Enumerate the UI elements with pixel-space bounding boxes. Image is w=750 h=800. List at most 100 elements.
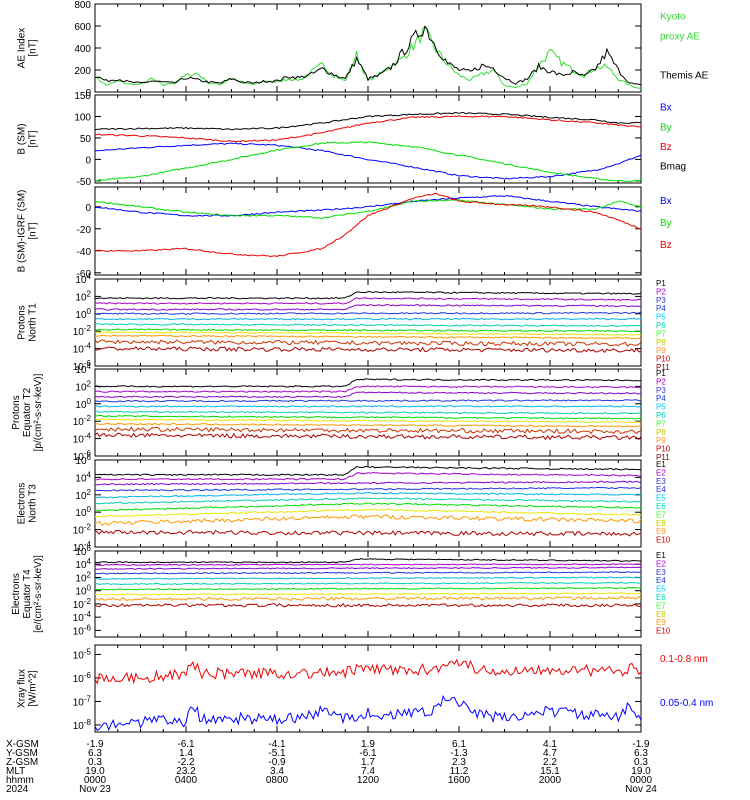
- ephemeris-value: 1200: [357, 775, 380, 786]
- series-line-e3: [95, 566, 641, 570]
- legend-label: E4: [656, 576, 666, 585]
- y-tick-label: 50: [80, 134, 92, 145]
- panel-frame: [94, 644, 642, 733]
- y-axis-title: North T1: [28, 303, 39, 342]
- series-line-bx: [95, 142, 641, 180]
- legend-label: P3: [656, 386, 666, 395]
- ephemeris-value: -0.9: [268, 757, 286, 768]
- y-tick-label: 102: [75, 488, 91, 502]
- ephemeris-row-label: hhmm: [6, 775, 34, 786]
- y-tick-label: 0: [85, 155, 91, 166]
- series-line-e4: [95, 571, 641, 575]
- legend-label: P9: [656, 436, 666, 445]
- legend-label: P10: [656, 355, 671, 364]
- legend-label: P8: [656, 338, 666, 347]
- y-tick-label: -60: [77, 269, 92, 280]
- ephemeris-value: -1.9: [632, 739, 650, 750]
- ephemeris-value: -6.1: [177, 739, 195, 750]
- y-tick-label: 104: [75, 557, 91, 571]
- series-line-p7: [95, 414, 641, 420]
- legend-label: P4: [656, 304, 666, 313]
- series-line-e5: [95, 491, 641, 499]
- y-axis-title: [e/(cm²-s-sr-keV)]: [33, 555, 44, 633]
- y-tick-label: 10-2: [73, 597, 92, 611]
- legend-label: Bz: [660, 142, 672, 153]
- ephemeris-value: 4.7: [543, 748, 557, 759]
- series-line-p5: [95, 317, 641, 321]
- y-tick-label: 0: [85, 88, 91, 99]
- ephemeris-value: 0.3: [634, 757, 648, 768]
- y-tick-label: 150: [74, 91, 91, 102]
- y-axis-title: [nT]: [28, 222, 39, 239]
- y-axis-title: Electrons: [17, 483, 28, 525]
- ephemeris-value: 0000: [630, 775, 653, 786]
- series-line-0-05-0-4-nm: [95, 694, 641, 732]
- legend-label: Bz: [660, 240, 672, 251]
- ephemeris-value: 2.2: [543, 757, 557, 768]
- y-tick-label: 10-4: [73, 342, 92, 356]
- ephemeris-value: 2.3: [452, 757, 466, 768]
- y-tick-label: 10-8: [73, 718, 92, 732]
- series-line-p5: [95, 405, 641, 408]
- series-line-e10: [95, 602, 641, 608]
- ephemeris-row-label: Z-GSM: [6, 757, 38, 768]
- panel-8: 10-8 10-7 10-6 10-5 Xray flux [W/m^2] 0.1-0.8 …: [17, 644, 713, 733]
- legend-label: E3: [656, 568, 666, 577]
- series-line-e4: [95, 486, 641, 492]
- y-tick-label: 10-7: [73, 694, 92, 708]
- y-tick-label: 10-6: [73, 623, 92, 637]
- series-line-e5: [95, 576, 641, 580]
- y-tick-label: 100: [75, 505, 91, 519]
- legend-label: P1: [656, 279, 666, 288]
- legend-label: E3: [656, 477, 666, 486]
- series-line-p4: [95, 399, 641, 403]
- series-line-p6: [95, 323, 641, 328]
- panel-frame: [94, 94, 642, 184]
- y-tick-label: 100: [75, 584, 91, 598]
- legend-label: E10: [656, 536, 671, 545]
- y-axis-title: Protons: [11, 395, 22, 429]
- y-tick-label: 10-2: [73, 324, 92, 338]
- legend-label: P1: [656, 369, 666, 378]
- y-tick-label: 800: [74, 0, 91, 11]
- series-line-e10: [95, 529, 641, 537]
- y-tick-label: 100: [75, 397, 91, 411]
- legend-label: E6: [656, 593, 666, 602]
- legend-label: E4: [656, 485, 666, 494]
- ephemeris-row-label: X-GSM: [6, 739, 39, 750]
- y-tick-label: 100: [74, 112, 91, 123]
- y-axis-title: Equator T4: [22, 569, 33, 619]
- legend-label: P7: [656, 329, 666, 338]
- panel-3: -60 -40 -20 0 B (SM)-IGRF (SM) [nT] Bx By Bz: [17, 186, 672, 280]
- ephemeris-value: 1.7: [361, 757, 375, 768]
- y-tick-label: 10-4: [73, 432, 92, 446]
- legend-label: E9: [656, 618, 666, 627]
- series-line-e7: [95, 587, 641, 591]
- ephemeris-value: 0.3: [88, 757, 102, 768]
- y-axis-title: Protons: [17, 305, 28, 339]
- legend-label: E2: [656, 468, 666, 477]
- series-line-p8: [95, 418, 641, 424]
- legend-label: E6: [656, 502, 666, 511]
- series-line-p10: [95, 426, 641, 435]
- legend-label: E7: [656, 510, 666, 519]
- legend-label: P8: [656, 428, 666, 437]
- ephemeris-value: -2.2: [177, 757, 195, 768]
- legend-label: E10: [656, 627, 671, 636]
- y-tick-label: -40: [77, 247, 92, 258]
- ephemeris-row-label: MLT: [6, 766, 25, 777]
- ephemeris-value: 19.0: [85, 766, 105, 777]
- series-line-p2: [95, 297, 641, 305]
- series-line-p2: [95, 385, 641, 393]
- y-tick-label: 10-2: [73, 414, 92, 428]
- ephemeris-value: 3.4: [270, 766, 284, 777]
- series-line-p7: [95, 328, 641, 333]
- legend-label: E5: [656, 494, 666, 503]
- y-tick-label: 104: [75, 362, 91, 376]
- ephemeris-value: Nov 23: [79, 784, 111, 795]
- y-axis-title: [nT]: [28, 39, 39, 56]
- y-tick-label: 104: [75, 272, 91, 286]
- y-axis-title: AE Index: [17, 28, 28, 69]
